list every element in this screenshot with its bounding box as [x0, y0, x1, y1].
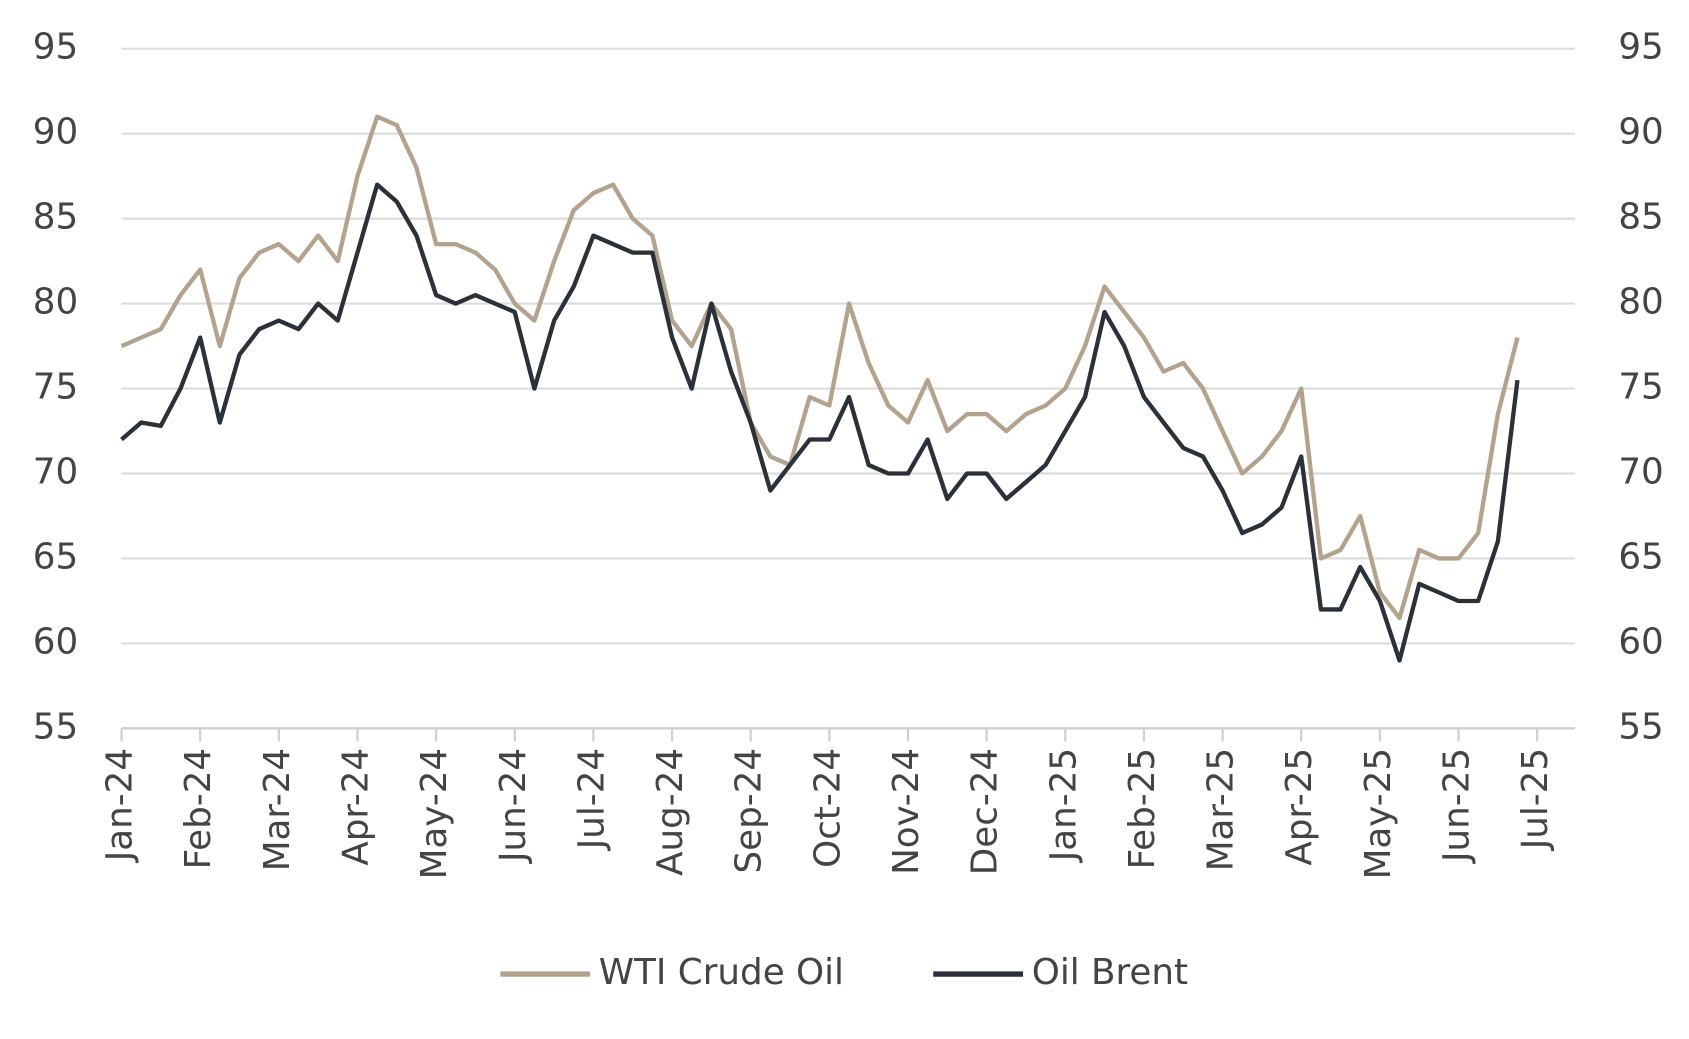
y2-tick-label: 85	[1618, 197, 1663, 238]
y-tick-label: 90	[33, 112, 78, 153]
y-tick-label: 95	[33, 27, 78, 68]
x-tick-label: Mar-25	[1201, 748, 1242, 871]
x-tick-label: May-25	[1358, 748, 1399, 880]
y-tick-label: 75	[33, 367, 78, 408]
x-tick-label: Mar-24	[257, 748, 298, 871]
y2-tick-label: 70	[1618, 452, 1663, 493]
y-tick-label: 70	[33, 452, 78, 493]
x-tick-label: Nov-24	[886, 748, 927, 875]
y2-tick-label: 95	[1618, 27, 1663, 68]
x-tick-label: Jun-24	[493, 748, 534, 864]
legend-label: Oil Brent	[1032, 952, 1188, 993]
x-tick-label: Apr-25	[1279, 748, 1320, 866]
x-tick-label: Jan-25	[1043, 748, 1084, 863]
x-tick-label: Feb-24	[178, 748, 219, 870]
y2-tick-label: 60	[1618, 621, 1663, 662]
x-tick-label: Dec-24	[965, 748, 1006, 875]
y2-tick-label: 75	[1618, 367, 1663, 408]
x-tick-label: Jun-25	[1437, 748, 1478, 864]
x-tick-label: Oct-24	[807, 748, 848, 868]
series-line	[120, 114, 1520, 621]
y2-tick-label: 90	[1618, 112, 1663, 153]
y-tick-label: 55	[33, 706, 78, 747]
legend-label: WTI Crude Oil	[599, 952, 844, 993]
series-line	[120, 182, 1520, 663]
x-tick-label: Aug-24	[650, 748, 691, 876]
y-tick-label: 60	[33, 621, 78, 662]
x-tick-label: Jan-24	[100, 748, 141, 863]
y-tick-label: 80	[33, 282, 78, 323]
x-tick-label: Feb-25	[1122, 748, 1163, 870]
x-tick-label: Jul-24	[571, 748, 612, 851]
y-tick-label: 85	[33, 197, 78, 238]
x-tick-label: May-24	[414, 748, 455, 880]
y2-tick-label: 55	[1618, 706, 1663, 747]
x-tick-label: Apr-24	[335, 748, 376, 866]
y-tick-label: 65	[33, 536, 78, 577]
x-tick-label: Sep-24	[729, 748, 770, 874]
y2-tick-label: 65	[1618, 536, 1663, 577]
x-tick-label: Jul-25	[1515, 748, 1556, 851]
y2-tick-label: 80	[1618, 282, 1663, 323]
